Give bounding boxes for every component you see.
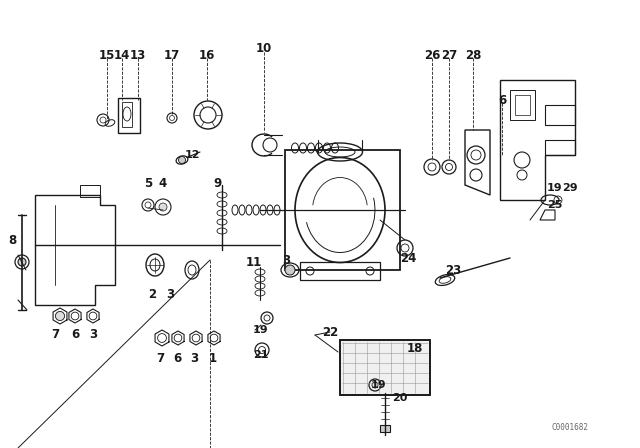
Circle shape — [18, 258, 26, 266]
Bar — [545, 105, 575, 125]
Bar — [545, 140, 575, 155]
Text: 27: 27 — [441, 48, 457, 61]
Bar — [340, 340, 430, 395]
Text: 16: 16 — [199, 48, 215, 61]
Text: 9: 9 — [214, 177, 222, 190]
Text: 23: 23 — [445, 263, 461, 276]
Bar — [80, 185, 100, 197]
Text: 20: 20 — [392, 393, 408, 403]
Text: 25: 25 — [547, 200, 563, 210]
Bar — [122, 102, 132, 127]
Text: 19: 19 — [547, 183, 563, 193]
Text: 6: 6 — [71, 328, 79, 341]
Bar — [380, 425, 390, 432]
Circle shape — [159, 203, 167, 211]
Text: C0001682: C0001682 — [552, 422, 589, 431]
Text: 17: 17 — [164, 48, 180, 61]
Text: 12: 12 — [184, 150, 200, 160]
Bar — [340, 340, 430, 395]
Text: 21: 21 — [253, 350, 269, 360]
Text: 19: 19 — [370, 380, 386, 390]
Text: 7: 7 — [156, 352, 164, 365]
Text: 13: 13 — [130, 48, 146, 61]
Text: 22: 22 — [322, 326, 338, 339]
Text: 1: 1 — [209, 352, 217, 365]
Text: 4: 4 — [159, 177, 167, 190]
Text: 3: 3 — [166, 289, 174, 302]
Text: 15: 15 — [99, 48, 115, 61]
Text: 3: 3 — [89, 328, 97, 341]
Text: 2: 2 — [148, 289, 156, 302]
Circle shape — [285, 265, 295, 275]
Text: 29: 29 — [562, 183, 578, 193]
Text: 26: 26 — [424, 48, 440, 61]
Text: 18: 18 — [407, 341, 423, 354]
Bar — [285, 150, 400, 270]
Bar — [118, 98, 140, 133]
Text: 10: 10 — [256, 42, 272, 55]
Text: 5: 5 — [144, 177, 152, 190]
Text: 6: 6 — [173, 352, 181, 365]
Text: 3: 3 — [190, 352, 198, 365]
Circle shape — [56, 311, 65, 320]
Bar — [515, 95, 530, 115]
Text: 8: 8 — [8, 233, 16, 246]
Text: 11: 11 — [246, 257, 262, 270]
Text: 3: 3 — [282, 254, 290, 267]
Text: 7: 7 — [51, 328, 59, 341]
Text: 28: 28 — [465, 48, 481, 61]
Bar — [510, 90, 535, 120]
Text: 19: 19 — [253, 325, 269, 335]
Circle shape — [179, 156, 186, 164]
Text: 6: 6 — [498, 94, 506, 107]
Bar — [300, 262, 380, 280]
Text: 14: 14 — [114, 48, 130, 61]
Text: 24: 24 — [400, 251, 416, 264]
